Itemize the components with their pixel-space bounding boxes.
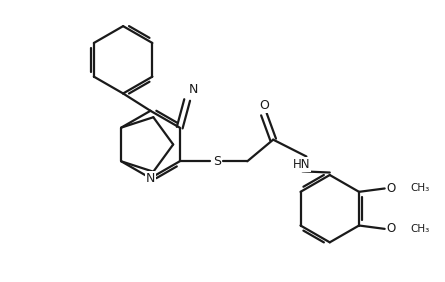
Text: HN: HN (293, 158, 310, 171)
Text: O: O (387, 182, 396, 195)
Text: CH₃: CH₃ (410, 184, 429, 193)
Text: N: N (146, 172, 155, 185)
Text: S: S (213, 155, 221, 168)
Text: N: N (188, 83, 198, 96)
Text: O: O (259, 99, 269, 112)
Text: CH₃: CH₃ (410, 224, 429, 234)
Text: O: O (387, 222, 396, 235)
